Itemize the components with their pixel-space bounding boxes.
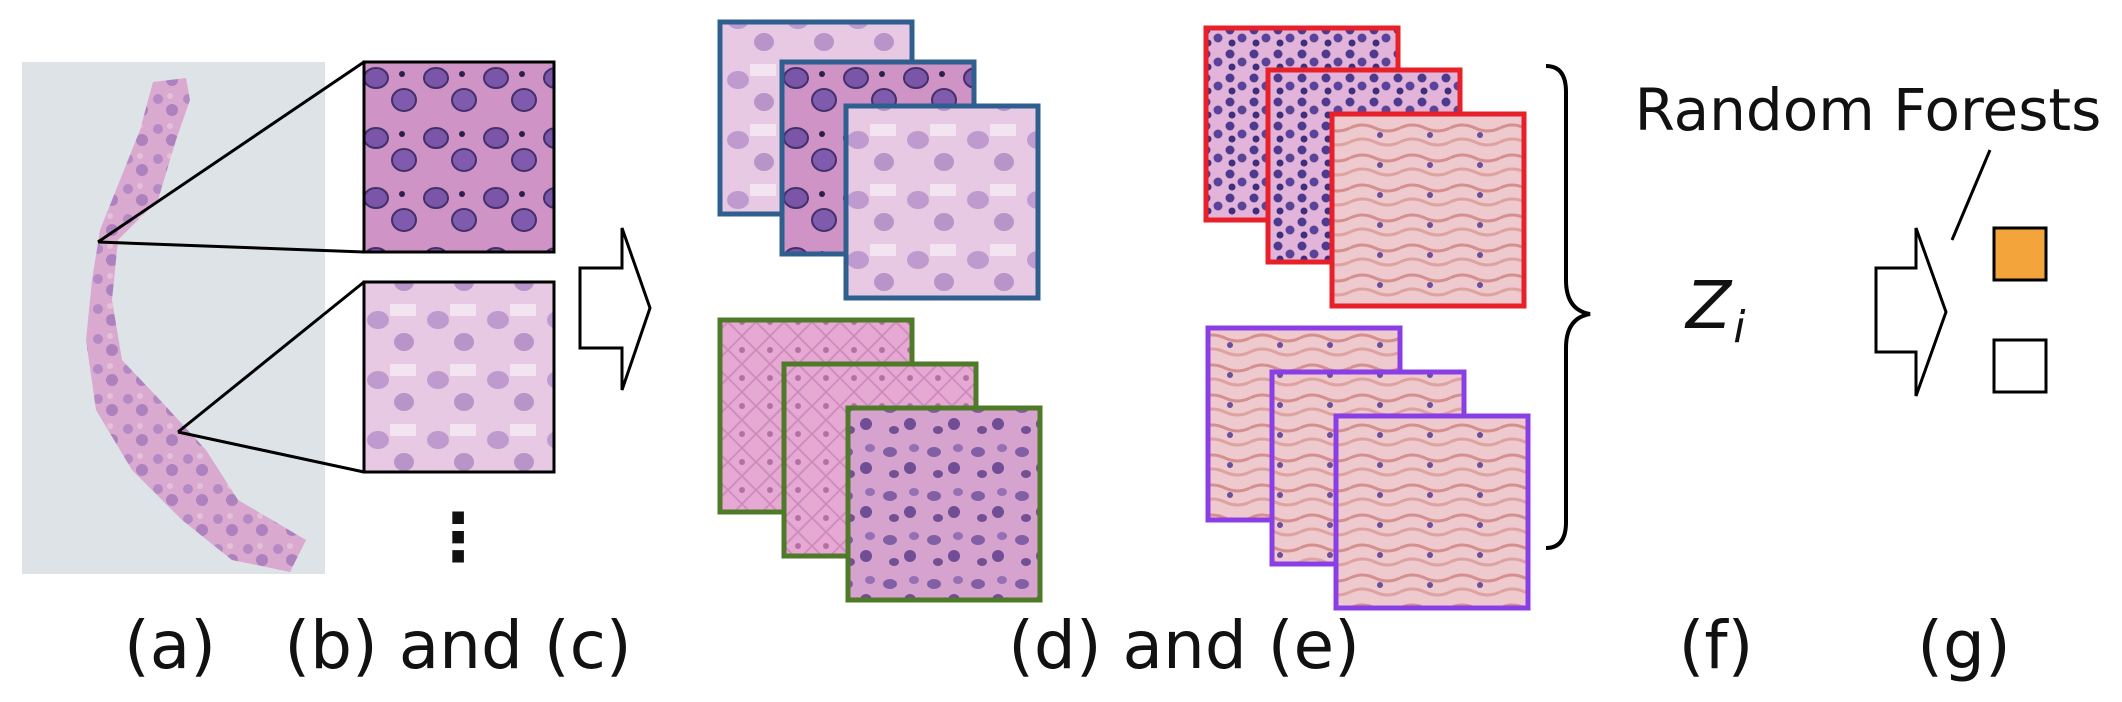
caption-f: (f)	[1679, 607, 1754, 684]
patch-stack-green	[717, 317, 1043, 603]
right-curly-brace-icon	[1545, 64, 1591, 550]
zoom-patch-top	[362, 60, 556, 254]
zoom-patch-bottom	[362, 280, 556, 474]
zoom-line	[177, 430, 365, 474]
whole-slide-image	[22, 62, 325, 574]
caption-a: (a)	[124, 607, 216, 684]
feature-vector-symbol: Zi	[1684, 267, 1746, 353]
ellipsis-dots: ⋮	[425, 499, 491, 576]
patch-stack-blue	[717, 19, 1041, 301]
output-positive-box	[1992, 226, 2048, 282]
classifier-label: Random Forests	[1635, 76, 2102, 144]
hollow-right-arrow-icon	[1874, 227, 1948, 397]
output-negative-box	[1992, 338, 2048, 394]
caption-bc: (b) and (c)	[284, 607, 631, 684]
stack-tile	[845, 405, 1043, 603]
stack-tile	[1329, 111, 1527, 309]
caption-g: (g)	[1917, 607, 2010, 684]
caption-de: (d) and (e)	[1008, 607, 1360, 684]
patch-stack-purple	[1205, 325, 1531, 611]
patch-stack-red	[1203, 25, 1527, 309]
biopsy-tissue	[86, 78, 306, 572]
zoom-line	[97, 60, 365, 244]
zoom-line	[97, 240, 365, 254]
hollow-right-arrow-icon	[578, 227, 652, 391]
stack-tile	[843, 103, 1041, 301]
stack-tile	[1333, 413, 1531, 611]
zoom-line	[177, 280, 365, 434]
label-pointer-line	[1950, 149, 1992, 241]
